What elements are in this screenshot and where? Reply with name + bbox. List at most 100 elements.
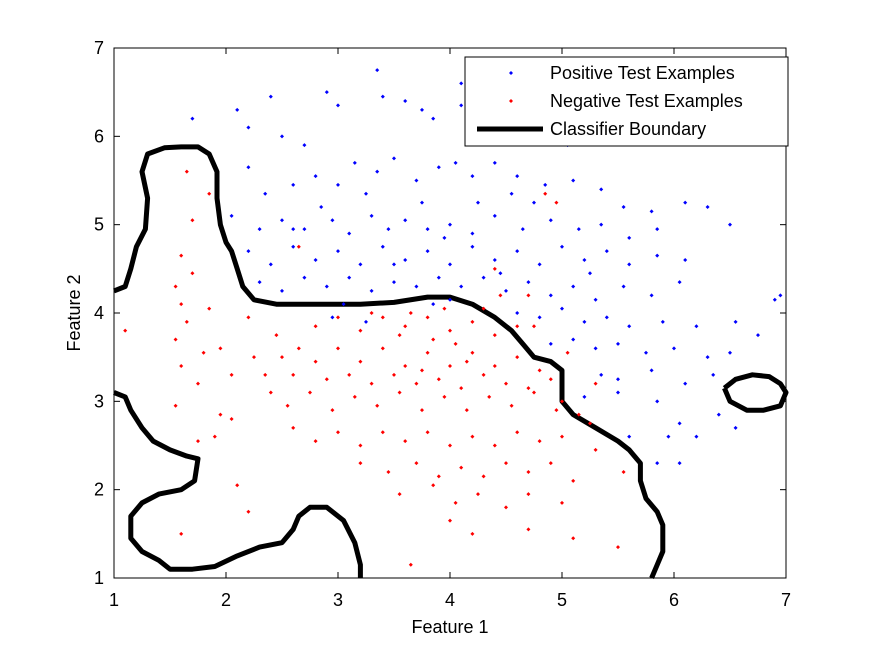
- positive-point: [448, 297, 452, 302]
- negative-point: [397, 333, 402, 338]
- negative-point: [448, 364, 452, 368]
- positive-point: [425, 227, 430, 232]
- x-tick-label: 6: [669, 590, 679, 610]
- x-tick-label: 2: [221, 590, 231, 610]
- negative-point: [470, 319, 475, 324]
- positive-point: [257, 227, 262, 232]
- positive-point: [683, 258, 688, 262]
- negative-point: [414, 461, 419, 466]
- negative-point: [425, 350, 430, 355]
- negative-point: [616, 545, 620, 550]
- negative-point: [453, 341, 458, 346]
- negative-point: [218, 346, 223, 351]
- positive-point: [655, 461, 660, 466]
- positive-point: [492, 160, 497, 165]
- positive-point: [448, 222, 452, 227]
- positive-point: [392, 280, 396, 285]
- negative-point: [296, 244, 301, 249]
- positive-point: [341, 302, 346, 307]
- negative-point: [571, 478, 576, 483]
- positive-point: [291, 244, 296, 249]
- negative-point: [403, 364, 408, 368]
- positive-point: [604, 315, 609, 320]
- positive-point: [677, 421, 682, 426]
- negative-point: [560, 500, 564, 505]
- positive-point: [548, 218, 553, 223]
- positive-point: [481, 275, 486, 280]
- positive-point: [358, 262, 363, 267]
- negative-point: [285, 403, 290, 408]
- negative-point: [352, 394, 357, 399]
- positive-point: [548, 341, 553, 346]
- positive-point: [459, 103, 464, 108]
- negative-point: [173, 284, 178, 289]
- positive-point: [403, 258, 408, 262]
- negative-point: [397, 492, 402, 497]
- negative-point: [492, 364, 497, 368]
- negative-point: [420, 368, 424, 373]
- positive-point: [442, 235, 447, 240]
- positive-point: [537, 262, 542, 267]
- negative-point: [554, 408, 559, 413]
- negative-point: [179, 364, 184, 368]
- positive-point: [621, 205, 626, 209]
- negative-point: [336, 315, 340, 320]
- negative-point: [201, 350, 206, 355]
- positive-point: [655, 399, 660, 404]
- positive-point: [504, 288, 508, 293]
- positive-point: [336, 182, 340, 187]
- negative-point: [173, 337, 178, 342]
- positive-point: [582, 258, 587, 262]
- positive-point: [420, 107, 424, 112]
- negative-point: [397, 390, 402, 395]
- negative-point: [179, 531, 184, 536]
- positive-point: [772, 297, 777, 302]
- negative-point: [252, 355, 256, 360]
- negative-point: [526, 470, 531, 474]
- negative-point: [380, 430, 385, 435]
- negative-point: [408, 311, 413, 315]
- positive-point: [526, 280, 531, 285]
- x-tick-label: 7: [781, 590, 791, 610]
- y-axis-label: Feature 2: [64, 274, 84, 351]
- positive-point: [364, 191, 368, 196]
- negative-point: [291, 372, 296, 377]
- positive-point: [352, 160, 357, 165]
- negative-point: [515, 430, 520, 435]
- positive-point: [392, 156, 396, 161]
- positive-point: [593, 297, 598, 302]
- negative-point: [263, 372, 268, 377]
- negative-point: [123, 328, 128, 333]
- positive-point: [280, 218, 284, 223]
- negative-point: [431, 337, 436, 342]
- positive-point: [375, 68, 380, 73]
- negative-point: [481, 306, 486, 311]
- positive-point: [246, 249, 251, 254]
- positive-point: [470, 244, 475, 249]
- negative-point: [414, 381, 419, 386]
- positive-point: [627, 235, 632, 240]
- negative-point: [504, 505, 508, 510]
- positive-point: [537, 315, 542, 320]
- negative-point: [515, 324, 520, 329]
- positive-point: [263, 191, 268, 196]
- positive-point: [246, 125, 251, 130]
- positive-point: [599, 372, 604, 377]
- positive-point: [431, 116, 436, 121]
- negative-point: [464, 408, 469, 413]
- positive-point: [515, 249, 520, 254]
- negative-point: [487, 394, 492, 399]
- negative-point: [336, 430, 340, 435]
- positive-point: [448, 262, 452, 267]
- positive-point: [268, 262, 273, 267]
- positive-point: [649, 368, 654, 373]
- positive-point: [280, 288, 284, 293]
- negative-point: [375, 403, 380, 408]
- negative-point: [436, 377, 441, 382]
- positive-point: [560, 306, 564, 311]
- positive-point: [369, 213, 374, 218]
- negative-point: [548, 461, 553, 466]
- negative-point: [492, 266, 497, 271]
- negative-point: [481, 372, 486, 377]
